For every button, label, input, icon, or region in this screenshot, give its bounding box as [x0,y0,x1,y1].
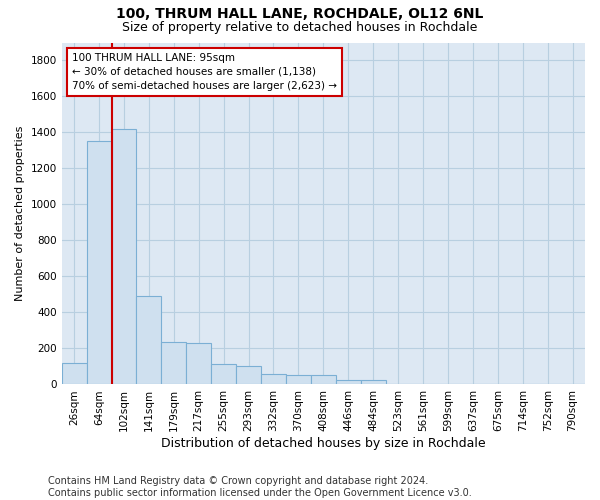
Text: Size of property relative to detached houses in Rochdale: Size of property relative to detached ho… [122,21,478,34]
Bar [86,142,112,384]
Bar [211,364,236,384]
Text: 100, THRUM HALL LANE, ROCHDALE, OL12 6NL: 100, THRUM HALL LANE, ROCHDALE, OL12 6NL [116,8,484,22]
Bar [112,129,136,384]
Bar [186,343,211,384]
Y-axis label: Number of detached properties: Number of detached properties [15,126,25,301]
Bar [336,380,361,384]
Text: 100 THRUM HALL LANE: 95sqm
← 30% of detached houses are smaller (1,138)
70% of s: 100 THRUM HALL LANE: 95sqm ← 30% of deta… [72,53,337,91]
Text: Contains HM Land Registry data © Crown copyright and database right 2024.
Contai: Contains HM Land Registry data © Crown c… [48,476,472,498]
X-axis label: Distribution of detached houses by size in Rochdale: Distribution of detached houses by size … [161,437,485,450]
Bar [136,296,161,384]
Bar [261,374,286,384]
Bar [236,366,261,384]
Bar [286,374,311,384]
Bar [311,374,336,384]
Bar [361,380,386,384]
Bar [62,363,86,384]
Bar [161,342,186,384]
